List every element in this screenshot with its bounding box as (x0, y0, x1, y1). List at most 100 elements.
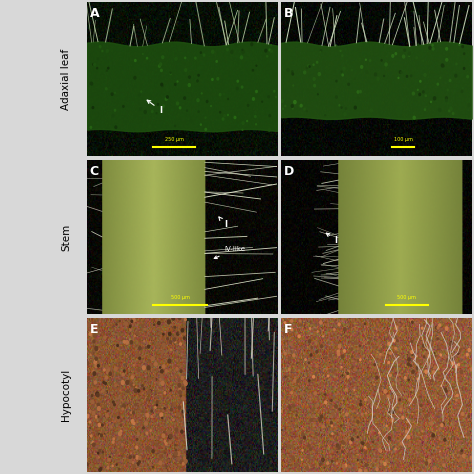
Circle shape (412, 370, 414, 373)
Circle shape (342, 465, 345, 468)
Circle shape (291, 392, 292, 394)
Circle shape (93, 348, 96, 352)
Circle shape (102, 424, 103, 426)
Circle shape (445, 457, 446, 458)
Circle shape (182, 463, 184, 465)
Circle shape (91, 395, 93, 397)
Circle shape (449, 110, 450, 112)
Circle shape (99, 433, 100, 435)
Circle shape (247, 104, 249, 106)
Circle shape (342, 318, 343, 319)
Circle shape (130, 414, 131, 415)
Circle shape (295, 464, 297, 467)
Circle shape (449, 342, 452, 346)
Circle shape (178, 457, 180, 460)
Circle shape (114, 404, 115, 406)
Circle shape (348, 465, 350, 467)
Circle shape (434, 353, 435, 354)
Circle shape (325, 401, 327, 404)
Circle shape (322, 458, 324, 462)
Circle shape (299, 105, 301, 107)
Circle shape (101, 112, 103, 115)
Circle shape (146, 398, 148, 401)
Circle shape (374, 73, 376, 76)
Circle shape (288, 368, 290, 371)
Circle shape (408, 379, 409, 381)
Circle shape (437, 338, 438, 340)
Circle shape (122, 444, 123, 446)
Circle shape (189, 76, 191, 78)
Circle shape (121, 448, 124, 452)
Circle shape (160, 413, 163, 417)
Circle shape (175, 57, 177, 60)
Circle shape (303, 437, 305, 439)
Circle shape (400, 71, 401, 73)
Circle shape (183, 381, 186, 384)
Circle shape (437, 83, 438, 85)
Circle shape (149, 464, 151, 465)
Circle shape (385, 363, 386, 364)
Circle shape (341, 425, 342, 426)
Circle shape (381, 461, 382, 463)
Circle shape (425, 370, 427, 373)
Circle shape (109, 456, 110, 457)
Circle shape (173, 419, 174, 421)
Circle shape (369, 60, 371, 62)
Circle shape (93, 340, 95, 343)
Circle shape (164, 452, 165, 454)
Circle shape (154, 470, 155, 471)
Circle shape (162, 417, 163, 419)
Circle shape (308, 369, 309, 370)
Circle shape (428, 366, 429, 369)
Circle shape (348, 453, 350, 456)
Circle shape (463, 454, 465, 457)
Circle shape (133, 365, 135, 366)
Circle shape (161, 381, 164, 385)
Circle shape (113, 339, 114, 340)
Circle shape (107, 368, 109, 372)
Circle shape (345, 464, 347, 467)
Circle shape (413, 116, 415, 119)
Circle shape (292, 405, 294, 407)
Circle shape (143, 427, 144, 429)
Circle shape (461, 450, 462, 451)
Circle shape (122, 408, 124, 410)
Circle shape (342, 375, 343, 376)
Circle shape (438, 109, 441, 111)
Circle shape (147, 345, 150, 348)
Circle shape (331, 425, 332, 427)
Circle shape (168, 359, 171, 363)
Circle shape (151, 357, 154, 360)
Circle shape (275, 97, 276, 98)
Circle shape (319, 463, 321, 465)
Circle shape (446, 47, 447, 50)
Circle shape (104, 415, 106, 417)
Circle shape (384, 463, 386, 465)
Circle shape (407, 419, 410, 422)
Circle shape (357, 360, 359, 362)
Circle shape (135, 465, 137, 466)
Circle shape (178, 428, 181, 431)
Circle shape (148, 377, 149, 379)
Circle shape (394, 386, 396, 389)
Circle shape (86, 362, 89, 365)
Circle shape (160, 379, 161, 380)
Circle shape (360, 91, 361, 93)
Circle shape (97, 433, 99, 436)
Circle shape (105, 432, 106, 434)
Circle shape (177, 81, 178, 82)
Circle shape (430, 422, 433, 425)
Circle shape (98, 58, 99, 59)
Text: Adaxial leaf: Adaxial leaf (61, 49, 71, 110)
Circle shape (153, 466, 154, 468)
Circle shape (443, 464, 445, 466)
Circle shape (108, 458, 110, 461)
Circle shape (97, 67, 98, 69)
Circle shape (224, 115, 225, 117)
Circle shape (146, 432, 148, 434)
Circle shape (301, 459, 302, 460)
Circle shape (90, 82, 91, 84)
Circle shape (106, 49, 109, 52)
Circle shape (424, 109, 426, 110)
Circle shape (436, 326, 437, 328)
